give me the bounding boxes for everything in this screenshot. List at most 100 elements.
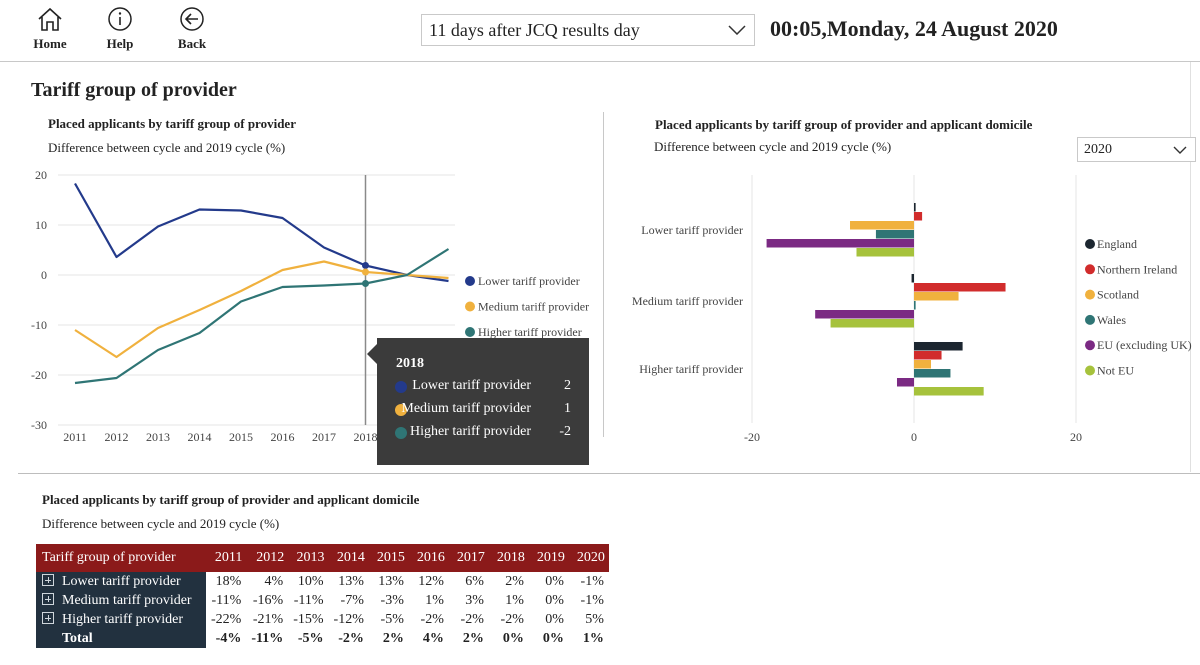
table-cell: -16% <box>252 592 284 608</box>
hover-point <box>362 268 369 276</box>
total-label: Total <box>36 629 206 648</box>
column-header[interactable]: 2020 <box>568 544 609 572</box>
legend-marker <box>1085 340 1095 351</box>
table-cell: 1% <box>505 592 524 608</box>
chart-tooltip: 2018 Lower tariff provider 2 Medium tari… <box>367 338 589 465</box>
expand-icon[interactable] <box>42 611 54 624</box>
column-header[interactable]: 2016 <box>408 544 449 572</box>
column-header[interactable]: 2017 <box>448 544 489 572</box>
series-line <box>74 182 449 283</box>
bar <box>850 221 914 230</box>
legend-label: EU (excluding UK) <box>1097 338 1192 352</box>
tooltip-medium-marker <box>395 404 407 416</box>
info-icon <box>108 7 132 31</box>
y-tick-label: -30 <box>31 418 47 432</box>
panel-divider <box>603 112 604 437</box>
column-header[interactable]: Tariff group of provider <box>36 544 206 572</box>
section-divider <box>18 473 1200 474</box>
expand-icon[interactable] <box>42 592 54 605</box>
table-row: Higher tariff provider -22% -21% -15% -1… <box>36 610 609 629</box>
x-tick-label: 2014 <box>188 430 212 444</box>
legend-label: Medium tariff provider <box>478 300 589 314</box>
column-header[interactable]: 2012 <box>246 544 289 572</box>
legend-marker <box>1085 314 1095 325</box>
scroll-divider <box>1190 62 1191 472</box>
year-dropdown-value: 2020 <box>1084 141 1112 157</box>
legend-label: Wales <box>1097 313 1126 327</box>
bar <box>896 378 914 387</box>
bar <box>914 203 916 212</box>
legend-marker <box>1085 264 1095 275</box>
bar <box>914 360 932 369</box>
row-header[interactable]: Medium tariff provider <box>36 591 206 610</box>
table-title: Placed applicants by tariff group of pro… <box>42 492 420 507</box>
category-label: Lower tariff provider <box>641 223 743 237</box>
table-subtitle: Difference between cycle and 2019 cycle … <box>42 516 280 531</box>
table-cell: -11% <box>293 592 324 608</box>
expand-icon[interactable] <box>42 573 54 586</box>
table-cell: 4% <box>264 573 284 589</box>
total-cell: -11% <box>251 630 284 646</box>
column-header[interactable]: 2018 <box>488 544 529 572</box>
back-button[interactable]: Back <box>162 6 222 52</box>
total-cell: 0% <box>542 630 564 646</box>
timeline-dropdown[interactable]: 11 days after JCQ results day <box>421 14 755 46</box>
total-cell: 1% <box>582 630 604 646</box>
bar <box>914 342 963 351</box>
x-tick-label: 2011 <box>63 430 87 444</box>
row-header[interactable]: Higher tariff provider <box>36 610 206 629</box>
help-button[interactable]: Help <box>90 6 150 52</box>
legend-marker <box>1085 239 1095 249</box>
total-cell: -5% <box>297 630 324 646</box>
y-tick-label: 20 <box>35 168 47 182</box>
table-cell: -2% <box>460 611 484 627</box>
tooltip-value: -2 <box>559 424 571 439</box>
column-header[interactable]: 2013 <box>288 544 329 572</box>
table-cell: 12% <box>418 573 444 589</box>
bar <box>914 351 942 360</box>
column-header[interactable]: 2019 <box>528 544 569 572</box>
table-row: Medium tariff provider -11% -16% -11% -7… <box>36 591 609 610</box>
table-cell: 18% <box>215 573 242 589</box>
table-cell: -22% <box>211 611 242 627</box>
table-cell: -15% <box>293 611 324 627</box>
tooltip-lower-marker <box>395 381 407 393</box>
table-cell: 13% <box>338 573 364 589</box>
x-tick-label: 2018 <box>354 430 378 444</box>
bar <box>856 248 914 257</box>
tooltip-value: 2 <box>564 378 571 393</box>
line-chart-subtitle: Difference between cycle and 2019 cycle … <box>48 140 286 155</box>
hover-point <box>362 262 369 269</box>
table-cell: -5% <box>380 611 404 627</box>
y-tick-label: -10 <box>31 318 47 332</box>
table-header-row: Tariff group of provider 2011 2012 2013 … <box>36 544 609 572</box>
tooltip-value: 1 <box>564 401 571 416</box>
column-header[interactable]: 2015 <box>368 544 409 572</box>
row-header[interactable]: Lower tariff provider <box>36 572 206 591</box>
legend-marker <box>1085 365 1095 376</box>
y-tick-label: 0 <box>41 268 47 282</box>
total-cell: -2% <box>338 630 364 646</box>
table-cell: -1% <box>580 573 604 589</box>
table-total-row: Total -4% -11% -5% -2% 2% 4% 2% 0% 0% 1% <box>36 629 609 648</box>
bar <box>914 292 959 301</box>
bar-chart-title: Placed applicants by tariff group of pro… <box>655 117 1033 132</box>
tooltip-label: Lower tariff provider <box>412 378 531 393</box>
home-button[interactable]: Home <box>20 6 80 52</box>
total-cell: 4% <box>422 630 444 646</box>
page-title: Tariff group of provider <box>31 79 237 101</box>
total-cell: 0% <box>502 630 524 646</box>
home-label: Home <box>33 36 67 51</box>
table-cell: 0% <box>545 573 564 589</box>
bar-chart[interactable]: -20 0 20 Lower tariff provider Medium tariff… <box>610 165 1195 450</box>
tooltip-year: 2018 <box>396 356 424 371</box>
year-dropdown[interactable]: 2020 <box>1077 137 1196 162</box>
column-header[interactable]: 2011 <box>206 544 247 572</box>
back-label: Back <box>177 36 207 51</box>
back-arrow-icon <box>180 7 204 31</box>
tooltip-label: Higher tariff provider <box>409 424 531 439</box>
row-label: Higher tariff provider <box>62 611 184 627</box>
chevron-down-icon <box>728 25 746 35</box>
column-header[interactable]: 2014 <box>328 544 369 572</box>
chevron-down-icon <box>1173 146 1187 154</box>
